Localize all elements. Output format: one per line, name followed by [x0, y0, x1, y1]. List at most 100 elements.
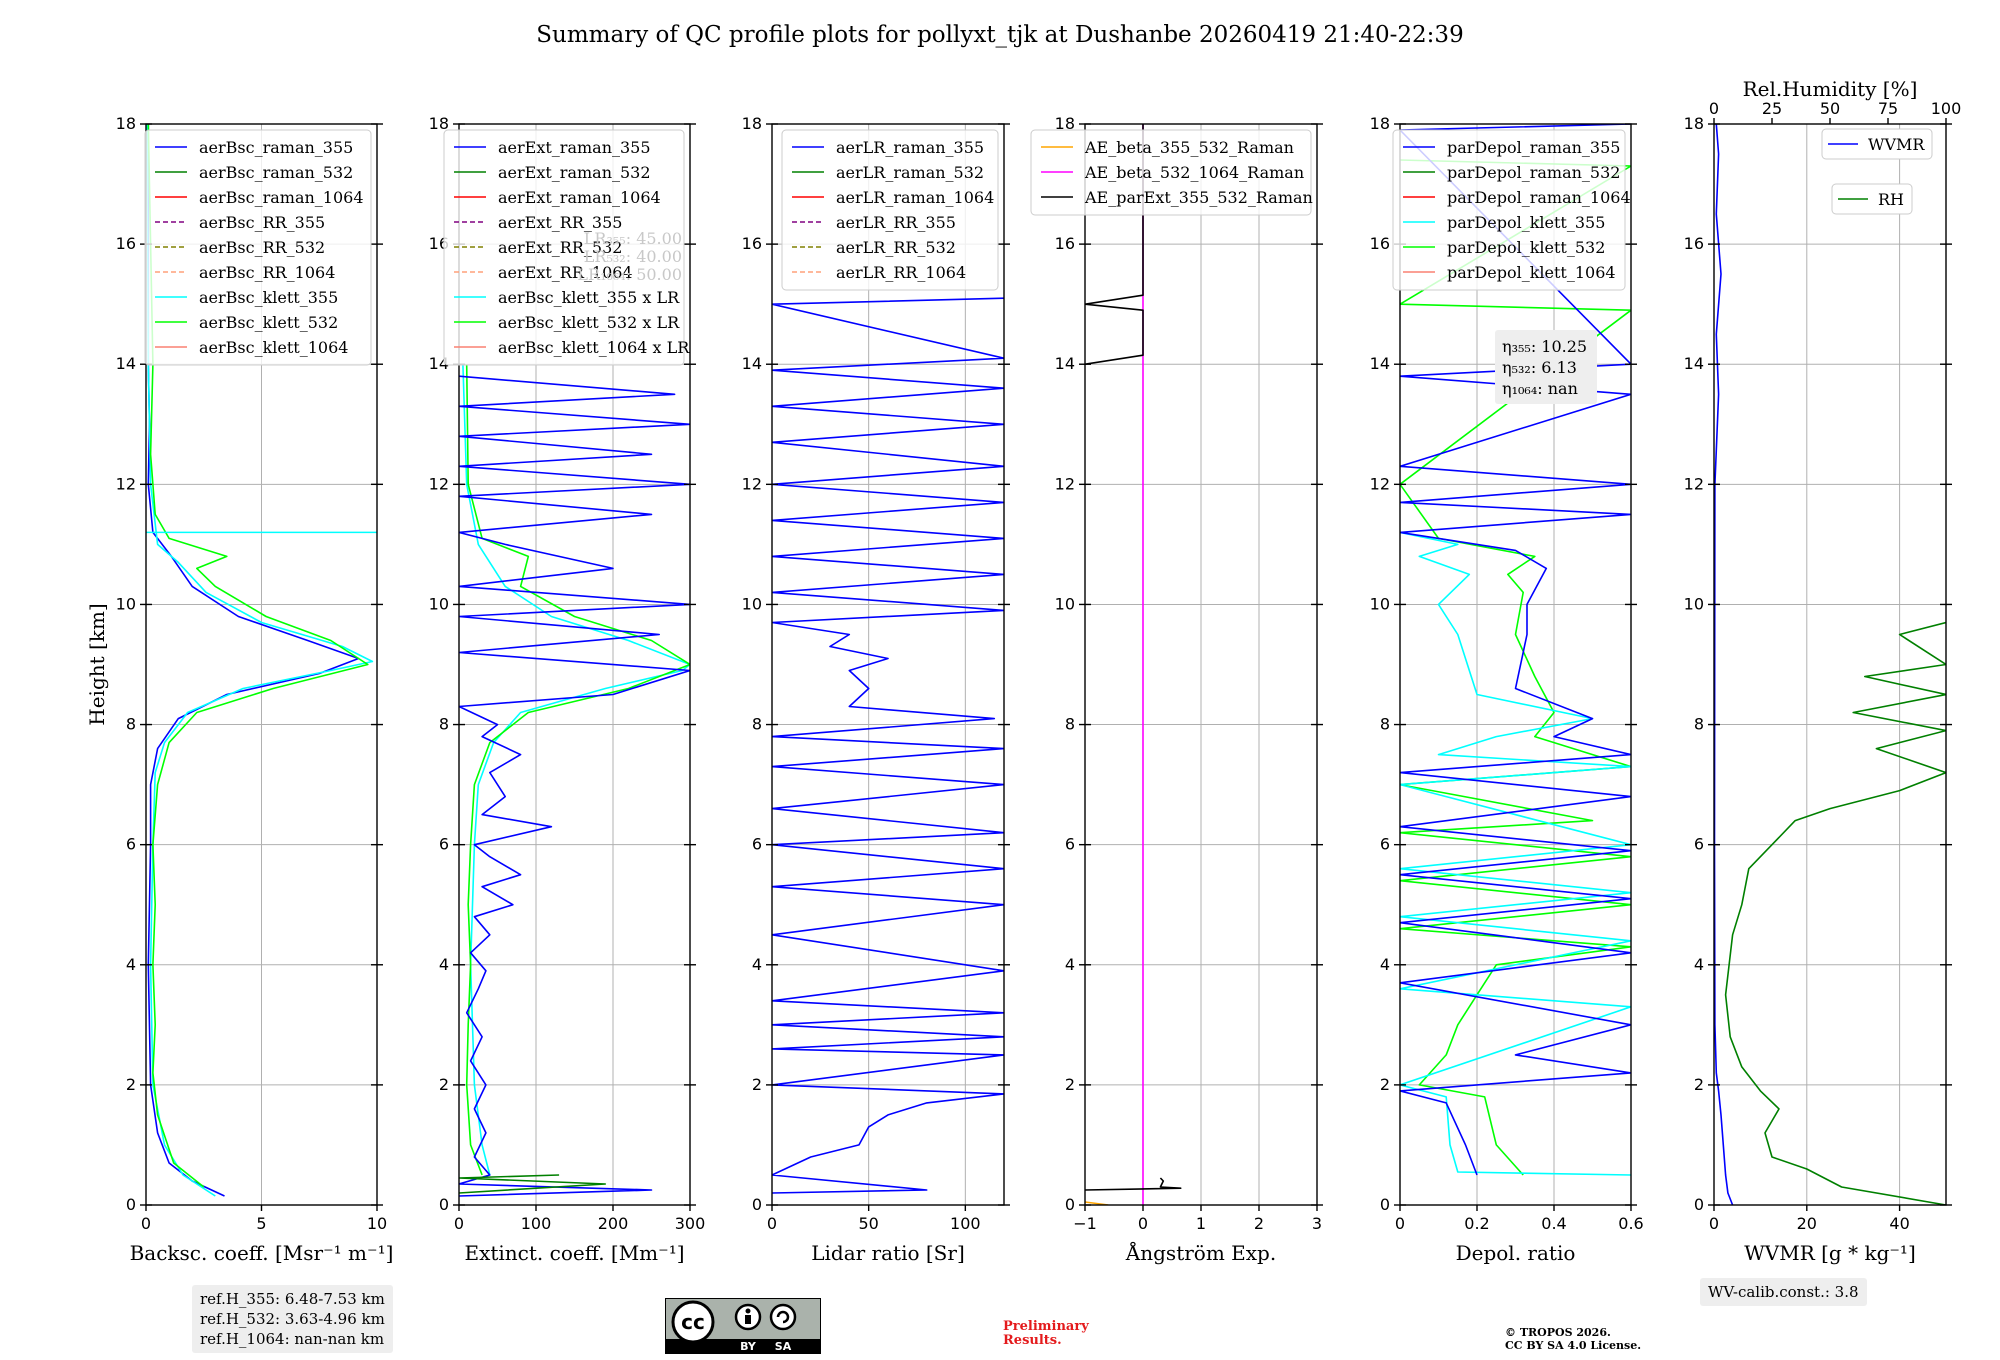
- ytick-label: 16: [116, 234, 136, 253]
- series-ae-parext-355-532-raman: [1085, 1177, 1182, 1191]
- xtick-label: 0: [767, 1214, 777, 1233]
- xtick-label: 0.2: [1464, 1214, 1489, 1233]
- x-axis-label: WVMR [g * kg⁻¹]: [1744, 1241, 1916, 1265]
- ytick-label: 0: [1065, 1195, 1075, 1214]
- series-wvmr: [1714, 124, 1734, 1205]
- ytick-label: 2: [1694, 1075, 1704, 1094]
- ytick-label: 12: [1055, 474, 1075, 493]
- legend-label: aerExt_raman_1064: [498, 188, 661, 207]
- ytick-label: 4: [126, 955, 136, 974]
- ytick-label: 8: [1694, 715, 1704, 734]
- ref-h-1064: ref.H_1064: nan-nan km: [200, 1330, 385, 1348]
- ytick-label: 0: [1380, 1195, 1390, 1214]
- legend-label: aerBsc_klett_532: [199, 313, 338, 332]
- ytick-label: 4: [1380, 955, 1390, 974]
- legend-box: [1392, 129, 1626, 291]
- ytick-label: 12: [116, 474, 136, 493]
- series-group: [459, 364, 690, 1197]
- ytick-label: 0: [752, 1195, 762, 1214]
- legend-label: aerLR_RR_1064: [836, 263, 966, 282]
- x-axis-label: Depol. ratio: [1456, 1241, 1576, 1265]
- cc-letters-icon: cc: [681, 1310, 705, 1334]
- preliminary-line-1: Preliminary: [1003, 1319, 1089, 1334]
- xtick-label: 0: [454, 1214, 464, 1233]
- ytick-label: 2: [1065, 1075, 1075, 1094]
- ytick-label: 18: [1055, 114, 1075, 133]
- axes-frame: [1713, 123, 1947, 1206]
- ytick-label: 6: [752, 835, 762, 854]
- xtick-label: 0: [1138, 1214, 1148, 1233]
- panel-lidar_ratio: 0 2 4 6 8 10 12 14 16 18 0 50 100 Lidar ratio [Sr] aer…: [742, 114, 1010, 1265]
- series-aerbsc-klett-355-x-lr: [462, 364, 690, 1176]
- cc-sa-label: SA: [775, 1340, 792, 1353]
- legend-box: [144, 129, 372, 366]
- ytick-label: 6: [1694, 835, 1704, 854]
- ytick-label: 8: [439, 715, 449, 734]
- xtick-label: 0.4: [1541, 1214, 1566, 1233]
- ytick-label: 8: [752, 715, 762, 734]
- xtick-label: −1: [1073, 1214, 1097, 1233]
- legend-box: [781, 129, 999, 291]
- series-group: [146, 124, 377, 1197]
- panel-wvmr: 0 2 4 6 8 10 12 14 16 18 0 20 40 WVMR [g * kg⁻¹] 0 25 50…: [1684, 77, 1962, 1265]
- lidar-ratio-annotation: LR₅₃₂: 40.00: [584, 247, 682, 266]
- legend-label: aerExt_RR_355: [498, 213, 622, 232]
- legend-label: aerExt_raman_355: [498, 138, 651, 157]
- series-aerext-raman-355: [459, 375, 690, 1197]
- series-pardepol-klett-355: [1400, 531, 1631, 1176]
- xtick-label: 0: [141, 1214, 151, 1233]
- eta-value: η₃₅₅: 10.25: [1502, 337, 1587, 356]
- xtick-label: 0.6: [1618, 1214, 1643, 1233]
- xtick-label: 20: [1797, 1214, 1817, 1233]
- series-aerbsc-raman-355: [147, 124, 360, 1197]
- legend-label: aerLR_RR_355: [836, 213, 956, 232]
- legend-label: AE_parExt_355_532_Raman: [1084, 188, 1313, 207]
- legend-label: AE_beta_355_532_Raman: [1084, 138, 1294, 157]
- ytick-label: 0: [1694, 1195, 1704, 1214]
- legend-label: aerBsc_RR_1064: [199, 263, 335, 282]
- legend-label: aerExt_raman_532: [498, 163, 651, 182]
- wv-calibration-box: WV-calib.const.: 3.8: [1700, 1278, 1867, 1306]
- x-axis-label: Backsc. coeff. [Msr⁻¹ m⁻¹]: [130, 1241, 394, 1265]
- xtick-label: 5: [256, 1214, 266, 1233]
- ytick-label: 8: [1065, 715, 1075, 734]
- ytick-label: 10: [116, 594, 136, 613]
- ytick-label: 8: [1380, 715, 1390, 734]
- ytick-label: 6: [1065, 835, 1075, 854]
- copyright-notice: © TROPOS 2026. CC BY SA 4.0 License.: [1505, 1326, 1641, 1352]
- legend-label: parDepol_raman_1064: [1447, 188, 1631, 207]
- series-rh: [1724, 621, 1946, 1205]
- axes-frame: [1399, 123, 1632, 1206]
- legend-label: parDepol_klett_355: [1447, 213, 1605, 232]
- ytick-label: 4: [752, 955, 762, 974]
- xtick-label: 2: [1254, 1214, 1264, 1233]
- ytick-label: 14: [1370, 354, 1390, 373]
- series-ae-parext-355-532-raman-upper: [1085, 124, 1144, 365]
- eta-value: η₁₀₆₄: nan: [1502, 379, 1578, 398]
- series-group: [772, 297, 1004, 1194]
- ref-h-355: ref.H_355: 6.48-7.53 km: [200, 1290, 385, 1308]
- series-pardepol-raman-355: [1400, 124, 1631, 1176]
- ytick-label: 4: [439, 955, 449, 974]
- ytick-label: 0: [439, 1195, 449, 1214]
- ytick-label: 8: [126, 715, 136, 734]
- ytick-label: 2: [439, 1075, 449, 1094]
- preliminary-notice: Preliminary Results.: [1003, 1320, 1089, 1348]
- series-aerext-raman-532: [459, 1174, 607, 1194]
- top-xtick-label: 25: [1762, 99, 1782, 118]
- top-axis-label: Rel.Humidity [%]: [1743, 77, 1918, 101]
- panel-backscatter: 0 2 4 6 8 10 12 14 16 18 0 5 10 Backsc. coeff. [Msr⁻¹…: [85, 114, 393, 1265]
- person-head-icon: [745, 1308, 751, 1314]
- cc-badge-footer-band: [666, 1339, 820, 1353]
- ytick-label: 12: [742, 474, 762, 493]
- lidar-ratio-annotation: LR₃₅₅: 45.00: [584, 229, 682, 248]
- legend-label: aerExt_RR_532: [498, 238, 622, 257]
- cc-by-sa-logo: cc BY SA: [665, 1298, 821, 1354]
- ytick-label: 10: [429, 594, 449, 613]
- legend-label: aerLR_raman_1064: [836, 188, 994, 207]
- legend-label: parDepol_raman_532: [1447, 163, 1620, 182]
- eta-box: [1495, 330, 1597, 404]
- legend-label: AE_beta_532_1064_Raman: [1084, 163, 1304, 182]
- axes-frame: [458, 123, 691, 1206]
